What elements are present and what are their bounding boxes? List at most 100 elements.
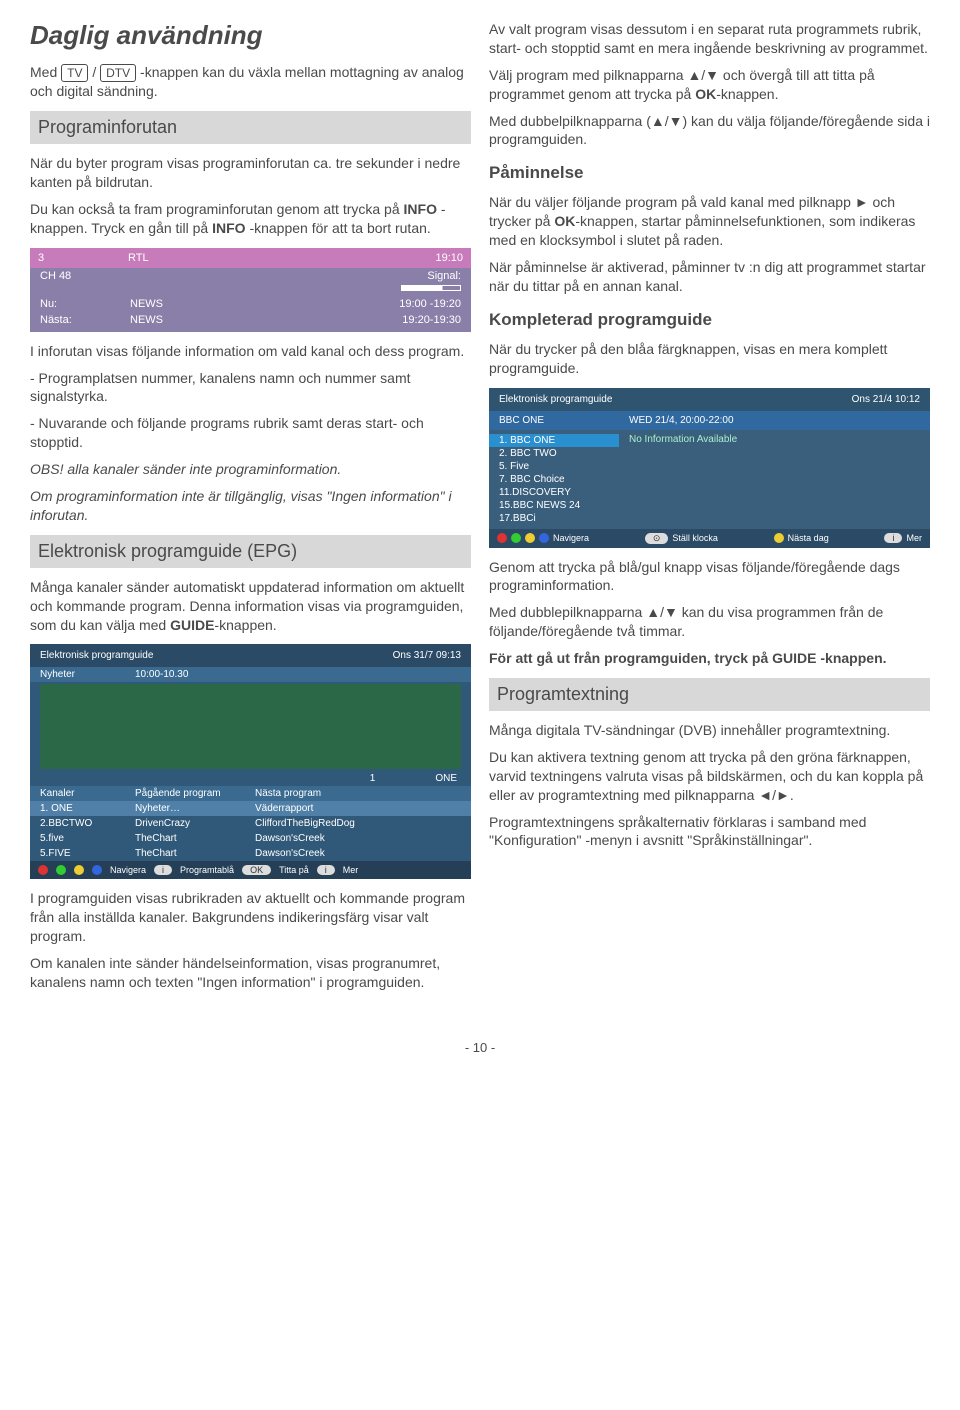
left-title: Daglig användning [30,20,471,51]
i-icon: i [154,865,172,875]
epg2-date: Ons 21/4 10:12 [852,394,920,405]
epg1-one: ONE [435,773,457,784]
f: Mer [343,865,359,875]
epg2-channels: 1. BBC ONE 2. BBC TWO 5. Five 7. BBC Cho… [489,430,619,529]
p: I inforutan visas följande information o… [30,342,471,361]
p: I programguiden visas rubrikraden av akt… [30,889,471,946]
red-dot [38,865,48,875]
p: Med dubblepilknapparna ▲/▼ kan du visa p… [489,603,930,641]
c: Nyheter… [135,803,255,814]
f: Programtablå [180,865,234,875]
p: När du väljer följande program på vald k… [489,193,930,250]
p: Med dubbelpilknapparna (▲/▼) kan du välj… [489,112,930,150]
li: 1. BBC ONE [489,434,619,447]
p: Av valt program visas dessutom i en sepa… [489,20,930,58]
t: -knappen. [817,650,887,666]
green-dot [511,533,521,543]
li: 7. BBC Choice [499,473,609,486]
p: När du byter program visas programinforu… [30,154,471,192]
f: Ställ klocka [672,533,718,543]
epg2-selt: WED 21/4, 20:00-22:00 [629,415,734,426]
ch-num: 3 [38,252,128,264]
p: Om programinformation inte är tillgängli… [30,487,471,525]
c: CliffordTheBigRedDog [255,818,461,829]
next-label: Nästa: [40,314,130,326]
c: TheChart [135,833,255,844]
i4: i [884,533,902,543]
epg1-onen: 1 [370,773,376,784]
c: 5.FIVE [40,848,135,859]
f: Nästa dag [788,533,829,543]
info-box: 3 RTL 19:10 CH 48 Signal: Nu: NEWS 19:00… [30,248,471,332]
t: Välj program med pilknapparna ▲/▼ och öv… [489,67,875,102]
ok-btn: OK [242,865,271,875]
now-label: Nu: [40,298,130,310]
p: - Nuvarande och följande programs rubrik… [30,414,471,452]
p: Du kan också ta fram programinforutan ge… [30,200,471,238]
now-prog: NEWS [130,298,381,310]
ch-time: 19:10 [383,252,463,264]
p: När du trycker på den blåa färgknappen, … [489,340,930,378]
blue-dot [92,865,102,875]
p: Om kanalen inte sänder händelseinformati… [30,954,471,992]
f: Navigera [553,533,589,543]
p: Du kan aktivera textning genom att tryck… [489,748,930,805]
tv-icon: TV [61,64,88,82]
c: TheChart [135,848,255,859]
p: - Programplatsen nummer, kanalens namn o… [30,369,471,407]
f: Navigera [110,865,146,875]
c: 2.BBCTWO [40,818,135,829]
epg1-nyht: 10:00-10.30 [135,669,255,680]
green-dot [56,865,66,875]
t: Du kan också ta fram programinforutan ge… [30,201,404,217]
c: Väderrapport [255,803,461,814]
li: 2. BBC TWO [499,447,609,460]
signal-bar [401,285,461,291]
c: 1. ONE [40,803,135,814]
epg2-noinfo: No Information Available [619,430,930,529]
li: 5. Five [499,460,609,473]
p: Genom att trycka på blå/gul knapp visas … [489,558,930,596]
dtv-icon: DTV [100,64,136,82]
h: Nästa program [255,788,461,799]
t: -knappen. [214,617,276,633]
epg2-title: Elektronisk programguide [499,394,612,405]
yellow-dot [525,533,535,543]
f: Mer [906,533,922,543]
t: -knappen för att ta bort rutan. [246,220,431,236]
c: Dawson'sCreek [255,848,461,859]
section-epg: Elektronisk programguide (EPG) [30,535,471,568]
now-time: 19:00 -19:20 [381,298,461,310]
p: Många kanaler sänder automatiskt uppdate… [30,578,471,635]
section-programinforutan: Programinforutan [30,111,471,144]
epg1-image [40,684,461,769]
epg-box-1: Elektronisk programguide Ons 31/7 09:13 … [30,644,471,879]
i3: ⊙ [645,533,669,544]
t: Med [30,64,61,80]
epg1-nyh: Nyheter [40,669,135,680]
heading-kompleterad: Kompleterad programguide [489,310,930,330]
p: OBS! alla kanaler sänder inte programinf… [30,460,471,479]
epg2-sel: BBC ONE [499,415,629,426]
t: -knappen. [716,86,778,102]
epg-box-2: Elektronisk programguide Ons 21/4 10:12 … [489,388,930,548]
ch-no: CH 48 [40,270,130,294]
next-time: 19:20-19:30 [381,314,461,326]
yellow-dot [74,865,84,875]
t: -knappen kan du växla mellan mottagning … [30,64,464,99]
p: När påminnelse är aktiverad, påminner tv… [489,258,930,296]
p: För att gå ut från programguiden, tryck … [489,649,930,668]
blue-dot [539,533,549,543]
left-intro: Med TV / DTV -knappen kan du växla mella… [30,63,471,101]
f: Titta på [279,865,309,875]
h: Pågående program [135,788,255,799]
next-prog: NEWS [130,314,381,326]
i2: i [317,865,335,875]
c: 5.five [40,833,135,844]
signal-label: Signal: [427,270,461,282]
section-programtextning: Programtextning [489,678,930,711]
y2 [774,533,784,543]
c: Dawson'sCreek [255,833,461,844]
page-number: - 10 - [0,1040,960,1055]
p: Många digitala TV-sändningar (DVB) inneh… [489,721,930,740]
